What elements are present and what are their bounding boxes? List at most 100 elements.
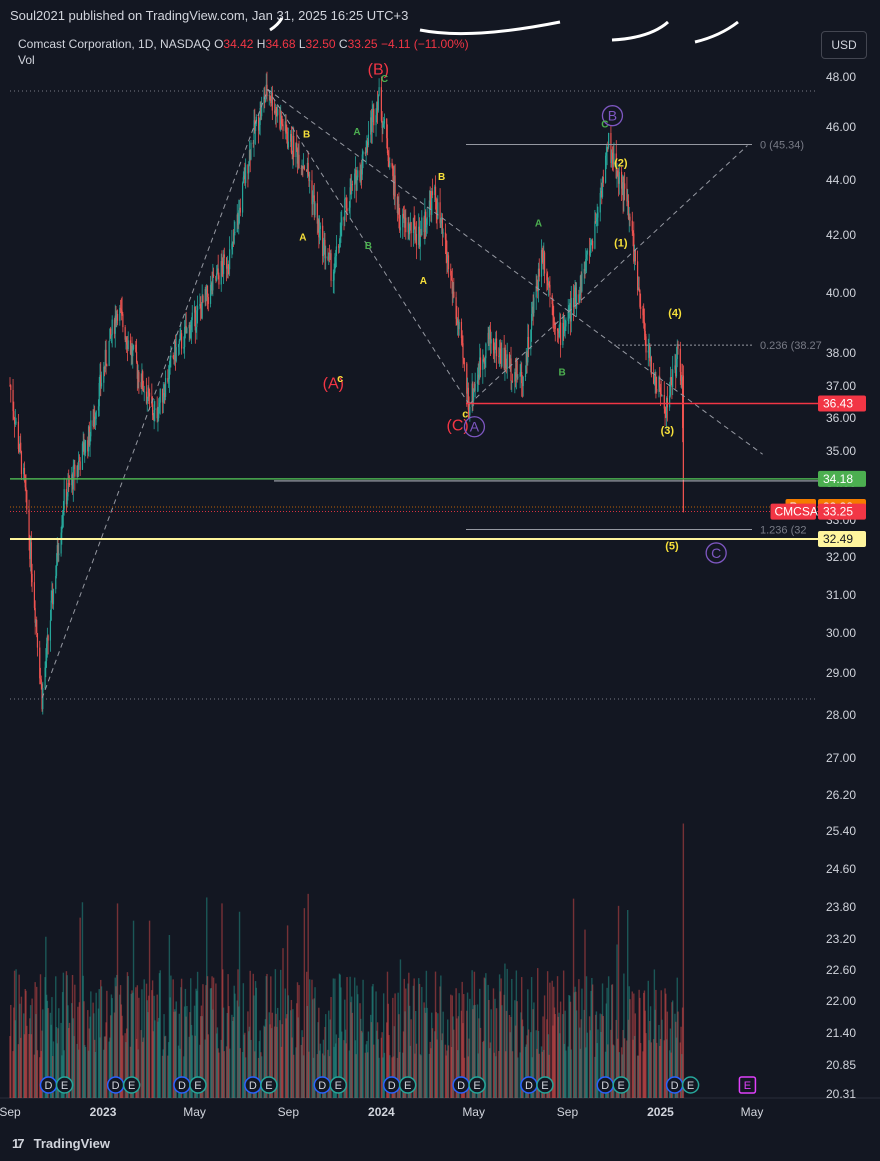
candle	[130, 345, 132, 355]
volume-bar	[604, 1051, 607, 1098]
candle	[456, 318, 458, 324]
y-tick-label: 22.60	[826, 963, 856, 977]
candle	[463, 358, 465, 363]
wave-label: (5)	[665, 541, 679, 553]
candle	[511, 380, 514, 382]
candle	[115, 315, 117, 323]
candle	[451, 280, 453, 294]
volume-bar	[366, 1040, 368, 1098]
volume-bar	[14, 1020, 17, 1098]
candle	[632, 231, 634, 234]
volume-bar	[488, 1048, 491, 1098]
candle	[163, 393, 165, 396]
earnings-marker-label: E	[194, 1080, 201, 1092]
candle	[404, 217, 406, 223]
candle	[319, 228, 321, 238]
volume-bar	[623, 1038, 626, 1098]
volume-bar	[63, 1050, 65, 1098]
candle	[94, 416, 96, 420]
candle	[60, 532, 62, 554]
candle	[145, 391, 148, 404]
volume-bar	[72, 1018, 74, 1098]
volume-bar	[291, 1037, 293, 1098]
candle	[655, 376, 657, 389]
candle	[599, 192, 601, 213]
y-tick-label: 46.00	[826, 120, 856, 134]
volume-bar	[344, 1029, 347, 1098]
candle	[45, 660, 47, 668]
candle	[386, 138, 389, 153]
candle	[94, 418, 97, 420]
volume-bar	[498, 1051, 500, 1098]
candle	[494, 346, 496, 354]
candle	[151, 396, 153, 405]
currency-button[interactable]: USD	[821, 31, 867, 59]
volume-bar	[280, 1046, 283, 1098]
candle	[225, 257, 228, 269]
y-tick-label: 36.00	[826, 411, 856, 425]
price-chart[interactable]: 48.00 46.00 44.00 42.00 40.00 38.00 37.00 36.00…	[0, 0, 880, 1126]
scribble-4	[269, 17, 284, 32]
volume-bar	[431, 1012, 433, 1098]
candle	[49, 620, 52, 641]
volume-bar	[675, 1021, 677, 1098]
volume-bar	[302, 1055, 305, 1098]
candle	[135, 351, 138, 363]
volume-bar	[524, 1046, 527, 1098]
candle	[568, 307, 570, 312]
candle	[386, 118, 388, 139]
candle	[640, 306, 642, 309]
candle	[226, 266, 228, 269]
candle	[72, 465, 74, 490]
volume-bar	[505, 1010, 508, 1098]
candle	[489, 329, 492, 344]
candle	[429, 200, 431, 202]
candle	[285, 121, 287, 132]
volume-bar	[425, 970, 428, 1098]
candle	[217, 268, 219, 276]
candle	[223, 254, 225, 258]
candle	[154, 408, 156, 410]
volume-bar	[457, 1016, 460, 1098]
volume-bar	[207, 1034, 209, 1098]
candle	[319, 225, 321, 229]
volume-bar	[526, 1035, 528, 1098]
candle	[505, 364, 508, 370]
candle	[436, 212, 438, 219]
volume-bar	[632, 1039, 634, 1098]
volume-bar	[270, 976, 272, 1098]
candle	[13, 417, 16, 425]
candle	[238, 207, 241, 211]
volume-bar	[420, 1055, 422, 1098]
volume-bar	[569, 1001, 572, 1098]
volume-bar	[527, 1029, 530, 1098]
candle	[185, 325, 187, 334]
candle	[67, 483, 69, 497]
candle	[661, 395, 663, 396]
volume-bar	[314, 987, 316, 1098]
volume-bar	[434, 1031, 436, 1098]
volume-bar	[665, 1039, 668, 1098]
tradingview-logo[interactable]: 17 TradingView	[12, 1136, 110, 1151]
volume-bar	[484, 978, 486, 1098]
candle	[97, 406, 100, 411]
candle	[120, 308, 122, 311]
volume-bar	[279, 1020, 281, 1098]
volume-bar	[437, 1013, 439, 1098]
volume-bar	[238, 911, 241, 1098]
candle	[407, 222, 409, 233]
volume-bar	[514, 1000, 516, 1098]
candle	[231, 243, 233, 250]
candle	[205, 288, 207, 295]
x-tick-label: Sep	[278, 1105, 300, 1119]
candle	[682, 375, 684, 512]
candle	[30, 542, 32, 574]
volume-bar	[532, 1009, 534, 1098]
volume-bar	[275, 1013, 277, 1098]
candle	[76, 465, 78, 477]
candle	[216, 268, 219, 274]
candle	[179, 334, 181, 341]
volume-bar	[23, 1034, 26, 1098]
volume-bar	[634, 1013, 637, 1098]
candle	[12, 389, 14, 412]
